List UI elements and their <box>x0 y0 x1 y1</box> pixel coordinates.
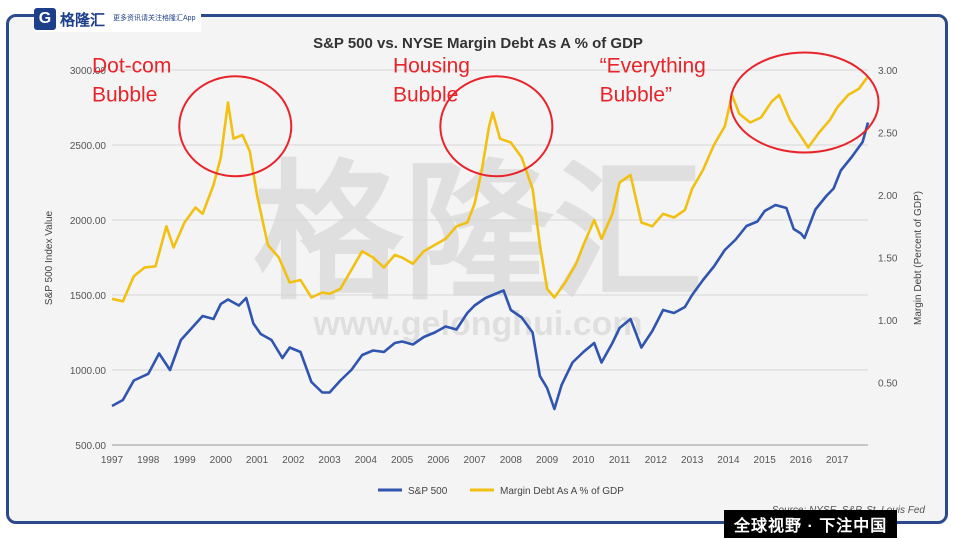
logo-mark: G <box>34 8 56 30</box>
annotation-circle <box>178 75 293 178</box>
annotation-circle <box>439 75 554 178</box>
x-tick-label: 1997 <box>101 455 124 466</box>
legend-label-margin: Margin Debt As A % of GDP <box>500 486 624 497</box>
y-tick-label: 2000.00 <box>70 216 107 227</box>
x-tick-label: 2004 <box>355 455 378 466</box>
x-tick-label: 2007 <box>463 455 486 466</box>
watermark-url: www.gelonghui.com <box>312 305 642 343</box>
annotation-label: Bubble” <box>600 83 672 106</box>
series-line-margin-debt <box>111 75 870 303</box>
y2-tick-label: 0.50 <box>878 379 898 390</box>
x-tick-label: 2002 <box>282 455 305 466</box>
x-tick-label: 2009 <box>536 455 559 466</box>
annotation-label: Bubble <box>393 83 458 106</box>
y-tick-label: 2500.00 <box>70 141 107 152</box>
legend: S&P 500 Margin Debt As A % of GDP <box>378 486 624 497</box>
x-tick-label: 2012 <box>645 455 668 466</box>
x-tick-label: 2005 <box>391 455 414 466</box>
y2-tick-label: 2.50 <box>878 129 898 140</box>
y2-axis-label: Margin Debt (Percent of GDP) <box>913 191 924 325</box>
x-tick-label: 2014 <box>717 455 740 466</box>
x-tick-label: 2016 <box>790 455 813 466</box>
logo: G 格隆汇 更多资讯请关注格隆汇App <box>34 6 202 32</box>
x-tick-label: 2013 <box>681 455 704 466</box>
x-tick-label: 2003 <box>318 455 341 466</box>
x-tick-label: 1999 <box>173 455 196 466</box>
y2-tick-label: 3.00 <box>878 66 898 77</box>
series-lines <box>111 75 870 411</box>
x-tick-label: 2006 <box>427 455 450 466</box>
x-tick-label: 2011 <box>609 455 631 466</box>
axis-ticks: 500.00 1000.00 1500.00 2000.00 2500.00 3000.0… <box>70 66 898 466</box>
logo-name: 格隆汇 <box>60 11 106 29</box>
x-tick-label: 2010 <box>572 455 595 466</box>
x-tick-label: 1998 <box>137 455 160 466</box>
logo-tagline: 更多资讯请关注格隆汇App <box>113 15 196 22</box>
bottom-caption: 全球视野 · 下注中国 <box>724 510 898 538</box>
annotation-label: Bubble <box>92 83 157 106</box>
y2-tick-label: 2.00 <box>878 191 898 202</box>
x-tick-label: 2000 <box>210 455 233 466</box>
y2-tick-label: 1.00 <box>878 316 898 327</box>
x-tick-label: 2017 <box>826 455 849 466</box>
chart-title: S&P 500 vs. NYSE Margin Debt As A % of G… <box>313 35 643 52</box>
annotations: Dot-com Bubble Housing Bubble “Everything Bub… <box>92 51 880 178</box>
annotation-circle <box>729 51 880 154</box>
x-tick-label: 2001 <box>246 455 269 466</box>
annotation-label: Dot-com <box>92 54 171 77</box>
annotation-label: Housing <box>393 54 470 77</box>
x-tick-label: 2008 <box>500 455 523 466</box>
chart-frame <box>6 14 948 524</box>
x-tick-label: 2015 <box>754 455 777 466</box>
y-tick-label: 500.00 <box>75 441 106 452</box>
y2-tick-label: 1.50 <box>878 254 898 265</box>
y-axis-label: S&P 500 Index Value <box>44 210 55 305</box>
y-tick-label: 3000.00 <box>70 66 107 77</box>
legend-label-sp500: S&P 500 <box>408 486 448 497</box>
y-tick-label: 1000.00 <box>70 366 107 377</box>
annotation-label: “Everything <box>600 54 706 77</box>
y-tick-label: 1500.00 <box>70 291 107 302</box>
series-line-sp500 <box>111 122 870 411</box>
